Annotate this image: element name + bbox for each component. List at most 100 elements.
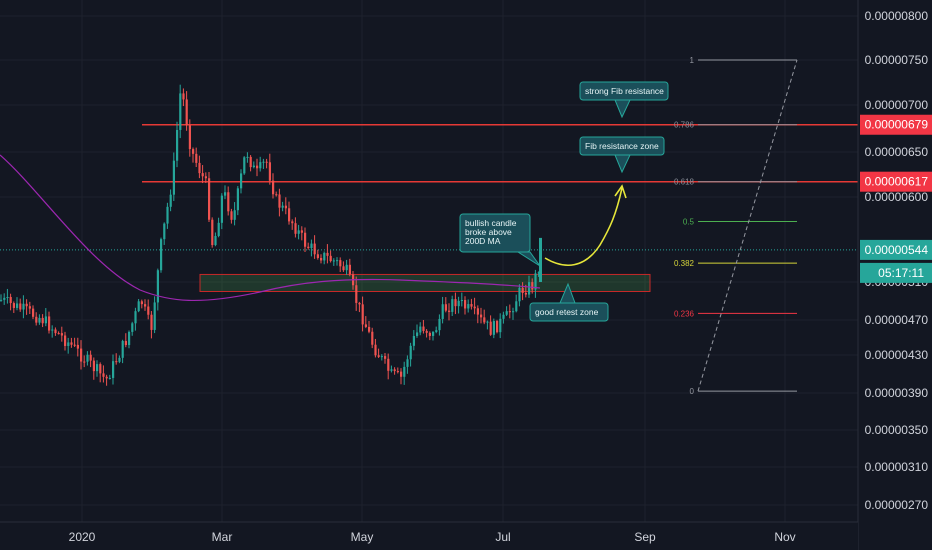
candle-body — [412, 335, 415, 346]
candle-body — [256, 165, 259, 169]
candle-body — [515, 301, 518, 312]
candle-body — [342, 266, 345, 271]
candle-body — [537, 272, 540, 274]
candle-body — [176, 129, 179, 161]
candle-body — [32, 308, 35, 317]
candle-body — [44, 316, 47, 324]
candle-body — [444, 304, 447, 311]
candle-body — [60, 333, 63, 336]
candle-body — [396, 371, 399, 373]
price-tick-label: 0.00000700 — [865, 98, 929, 112]
time-tick-label: May — [351, 530, 374, 544]
callout-rect — [579, 81, 669, 101]
candle-body — [416, 332, 419, 336]
candle-body — [409, 345, 412, 360]
axis-background — [0, 522, 858, 550]
fib-trend-line — [697, 59, 798, 392]
fib-level-label: 0.618 — [674, 178, 695, 187]
candle-body — [499, 318, 502, 333]
candle-body — [108, 377, 111, 379]
candle-body — [208, 178, 211, 220]
candle-body — [348, 264, 351, 275]
candle-body — [448, 310, 451, 312]
candle-body — [51, 329, 54, 331]
candle-body — [320, 257, 323, 261]
candle-body — [89, 354, 92, 361]
candle-body — [201, 173, 204, 177]
candle-body — [99, 364, 102, 374]
candle-body — [163, 223, 166, 240]
candle-body — [313, 243, 316, 255]
candle-body — [460, 300, 463, 302]
candle-body — [70, 342, 73, 345]
fib-level-label: 0.5 — [683, 218, 695, 227]
candle-body — [476, 308, 479, 315]
candle-body — [214, 235, 217, 246]
candle-body — [492, 321, 495, 335]
grid — [0, 0, 858, 522]
candle-body — [345, 264, 348, 271]
callout-box: good retest zone — [529, 282, 609, 322]
candle-body — [390, 369, 393, 371]
candle-body — [12, 303, 15, 308]
candle-body — [131, 323, 134, 332]
candle-body — [284, 205, 287, 209]
candle-body — [25, 303, 28, 307]
fib-level-label: 0.786 — [674, 121, 695, 130]
price-tick-label: 0.00000750 — [865, 53, 929, 67]
projection-curve — [544, 187, 623, 266]
candle-body — [150, 314, 153, 330]
candle-body — [156, 270, 159, 303]
candle-body — [246, 156, 249, 158]
time-axis[interactable]: 2020 Mar May Jul Sep Nov — [0, 521, 858, 550]
candle-body — [377, 355, 380, 357]
candle-body — [9, 296, 12, 304]
candle-body — [57, 333, 60, 335]
candle-body — [518, 287, 521, 302]
candle-body — [288, 208, 291, 222]
candle-body — [454, 299, 457, 307]
price-axis[interactable]: 0.00000800 0.00000750 0.00000700 0.00000650… — [857, 0, 932, 550]
callout-tail — [614, 154, 631, 174]
candle-body — [300, 230, 303, 233]
candle-body — [195, 153, 198, 163]
candle-body — [192, 149, 195, 154]
candle-body — [467, 304, 470, 309]
fib-level-label: 0.236 — [674, 309, 695, 318]
ma-line — [0, 154, 541, 302]
candle-body — [294, 223, 297, 234]
candle-body — [182, 93, 185, 100]
candle-body — [28, 306, 31, 309]
candle-body — [432, 331, 435, 336]
fib-retracement: 1 0.786 0.618 0.5 0.382 0.236 0 — [674, 56, 798, 396]
candle-body — [428, 332, 431, 336]
candle-body — [281, 205, 284, 208]
candle-body — [278, 194, 281, 208]
bullish-breakout-candle — [539, 237, 542, 282]
candle-body — [76, 344, 79, 349]
candle-body — [102, 373, 105, 377]
callout-text: Fib resistance zone — [585, 141, 659, 151]
callout-text: broke above — [465, 227, 512, 237]
candle-body — [204, 176, 207, 179]
candle-body — [272, 180, 275, 195]
candle-body — [329, 255, 332, 262]
candle-body — [124, 340, 127, 346]
resistance-lines — [0, 123, 858, 251]
candle-body — [355, 285, 358, 303]
candle-body — [153, 302, 156, 330]
candle-body — [483, 317, 486, 323]
candle-body — [400, 371, 403, 377]
candle-body — [505, 311, 508, 315]
candle-body — [262, 161, 265, 163]
candle-body — [508, 311, 511, 313]
candle-body — [86, 354, 89, 362]
candle-body — [166, 206, 169, 224]
candle-body — [524, 292, 527, 295]
candle-body — [169, 194, 172, 207]
price-label-text: 0.00000544 — [865, 243, 929, 257]
candle-body — [358, 302, 361, 305]
moving-average-200d — [0, 154, 541, 302]
time-tick-label: Jul — [495, 530, 510, 544]
